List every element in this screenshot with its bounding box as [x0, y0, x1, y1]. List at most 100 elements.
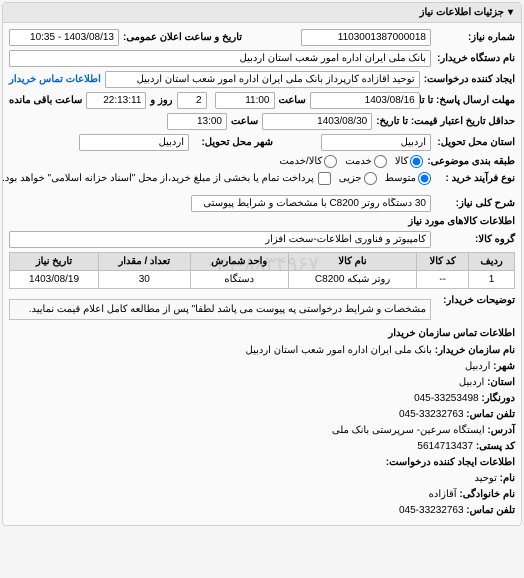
contact-state: اردبیل [459, 377, 484, 388]
th-name: نام کالا [288, 253, 416, 271]
goods-group-input[interactable] [9, 231, 431, 248]
classification-label: طبقه بندی موضوعی: [427, 156, 515, 167]
validity-time-label: ساعت [231, 116, 258, 127]
radio-both[interactable]: کالا/خدمت [279, 155, 337, 168]
contact-fax-line: دورنگار: 33253498-045 [9, 391, 515, 407]
contact-lname: آقازاده [429, 489, 457, 500]
cell-date: 1403/08/19 [10, 271, 99, 289]
radio-minor-label: جزیی [339, 173, 362, 184]
validity-label: حداقل تاریخ اعتبار قیمت: تا تاریخ: [376, 116, 515, 127]
radio-minor[interactable]: جزیی [339, 172, 377, 185]
radio-both-label: کالا/خدمت [279, 156, 322, 167]
th-code: کد کالا [417, 253, 469, 271]
cell-row: 1 [469, 271, 515, 289]
goods-group-label: گروه کالا: [435, 234, 515, 245]
contact-address-label: آدرس: [487, 425, 515, 436]
goods-section-title: اطلاعات کالاهای مورد نیاز [9, 216, 515, 227]
row-deadline: مهلت ارسال پاسخ: تا تاریخ: ساعت روز و سا… [9, 92, 515, 109]
cell-name: روتر شبکه C8200 [288, 271, 416, 289]
requester-label: ایجاد کننده درخواست: [424, 74, 515, 85]
delivery-state-input[interactable] [321, 134, 431, 151]
remaining-time-input [86, 92, 146, 109]
panel-header[interactable]: ▾ جزئیات اطلاعات نیاز [3, 3, 521, 23]
row-delivery-state: استان محل تحویل: شهر محل تحویل: [9, 134, 515, 151]
contact-address-line: آدرس: ایستگاه سرعین- سرپرستی بانک ملی [9, 423, 515, 439]
purchase-type-radio-group: متوسط جزیی [339, 172, 431, 185]
contact-org-line: نام سازمان خریدار: بانک ملی ایران اداره … [9, 343, 515, 359]
radio-medium[interactable]: متوسط [385, 172, 431, 185]
request-number-input[interactable] [301, 29, 431, 46]
deadline-label: مهلت ارسال پاسخ: تا تاریخ: [424, 95, 515, 106]
radio-goods[interactable]: کالا [395, 155, 424, 168]
radio-goods-label: کالا [395, 156, 409, 167]
radio-medium-label: متوسط [385, 173, 416, 184]
contact-state-label: استان: [487, 377, 515, 388]
validity-time-input[interactable] [167, 113, 227, 130]
contact-address: ایستگاه سرعین- سرپرستی بانک ملی [332, 425, 485, 436]
buyer-notes-label: توضیحات خریدار: [435, 295, 515, 306]
contact-creator-section: اطلاعات ایجاد کننده درخواست: [9, 455, 515, 471]
delivery-city-label: شهر محل تحویل: [193, 137, 273, 148]
announce-date-input[interactable] [9, 29, 119, 46]
remaining-days-label: روز و [150, 95, 172, 106]
radio-both-input[interactable] [324, 155, 337, 168]
contact-city: اردبیل [465, 361, 490, 372]
goods-table: ردیف کد کالا نام کالا واحد شمارش تعداد /… [9, 252, 515, 289]
row-buyer-org: نام دستگاه خریدار: [9, 50, 515, 67]
row-summary: شرح کلی نیاز: [9, 195, 515, 212]
purchase-note: پرداخت تمام یا بخشی از مبلغ خرید،از محل … [2, 173, 314, 184]
row-requester: ایجاد کننده درخواست: اطلاعات تماس خریدار [9, 71, 515, 88]
th-row: ردیف [469, 253, 515, 271]
radio-service-input[interactable] [374, 155, 387, 168]
buyer-org-input[interactable] [9, 50, 431, 67]
contact-cphone: 33232763-045 [399, 505, 464, 516]
th-unit: واحد شمارش [190, 253, 288, 271]
radio-minor-input[interactable] [364, 172, 377, 185]
summary-input[interactable] [191, 195, 431, 212]
radio-goods-input[interactable] [410, 155, 423, 168]
panel-body: شماره نیاز: تاریخ و ساعت اعلان عمومی: نا… [3, 23, 521, 525]
contact-cphone-line: تلفن تماس: 33232763-045 [9, 503, 515, 519]
request-number-label: شماره نیاز: [435, 32, 515, 43]
table-row[interactable]: 1 -- روتر شبکه C8200 دستگاه 30 1403/08/1… [10, 271, 515, 289]
contact-info-block: نام سازمان خریدار: بانک ملی ایران اداره … [9, 343, 515, 519]
row-validity: حداقل تاریخ اعتبار قیمت: تا تاریخ: ساعت [9, 113, 515, 130]
container: ۰۲۱-۸۸۳۴۹۶۷ ▾ جزئیات اطلاعات نیاز شماره … [0, 2, 524, 526]
cell-unit: دستگاه [190, 271, 288, 289]
cell-code: -- [417, 271, 469, 289]
contact-lname-line: نام خانوادگی: آقازاده [9, 487, 515, 503]
delivery-city-input[interactable] [79, 134, 189, 151]
contact-postal-label: کد پستی: [476, 441, 515, 452]
contact-org: بانک ملی ایران اداره امور شعب استان اردب… [246, 345, 432, 356]
contact-fname-label: نام: [500, 473, 515, 484]
contact-state-line: استان: اردبیل [9, 375, 515, 391]
th-qty: تعداد / مقدار [99, 253, 191, 271]
row-request-number: شماره نیاز: تاریخ و ساعت اعلان عمومی: [9, 29, 515, 46]
row-goods-group: گروه کالا: [9, 231, 515, 248]
contact-fax: 33253498-045 [414, 393, 479, 404]
contact-org-label: نام سازمان خریدار: [435, 345, 515, 356]
remaining-days-input [177, 92, 207, 109]
radio-service[interactable]: خدمت [345, 155, 387, 168]
row-purchase-type: نوع فرآیند خرید : متوسط جزیی پرداخت تمام… [9, 172, 515, 185]
treasury-checkbox[interactable] [318, 172, 331, 185]
row-classification: طبقه بندی موضوعی: کالا خدمت کالا/خدمت [9, 155, 515, 168]
deadline-date-input[interactable] [310, 92, 420, 109]
contact-city-line: شهر: اردبیل [9, 359, 515, 375]
contact-fax-label: دورنگار: [481, 393, 515, 404]
requester-input[interactable] [105, 71, 420, 88]
validity-date-input[interactable] [262, 113, 372, 130]
table-header-row: ردیف کد کالا نام کالا واحد شمارش تعداد /… [10, 253, 515, 271]
contact-lname-label: نام خانوادگی: [459, 489, 515, 500]
buyer-notes-box: مشخصات و شرایط درخواستی په پیوست می پاشد… [9, 299, 431, 320]
buyer-org-label: نام دستگاه خریدار: [435, 53, 515, 64]
contact-info-link[interactable]: اطلاعات تماس خریدار [9, 74, 101, 85]
deadline-time-input[interactable] [215, 92, 275, 109]
radio-service-label: خدمت [345, 156, 372, 167]
radio-medium-input[interactable] [418, 172, 431, 185]
announce-date-label: تاریخ و ساعت اعلان عمومی: [123, 32, 242, 43]
contact-postal-line: کد پستی: 5614713437 [9, 439, 515, 455]
contact-cphone-label: تلفن تماس: [466, 505, 515, 516]
deadline-time-label: ساعت [279, 95, 306, 106]
contact-fname-line: نام: توحید [9, 471, 515, 487]
